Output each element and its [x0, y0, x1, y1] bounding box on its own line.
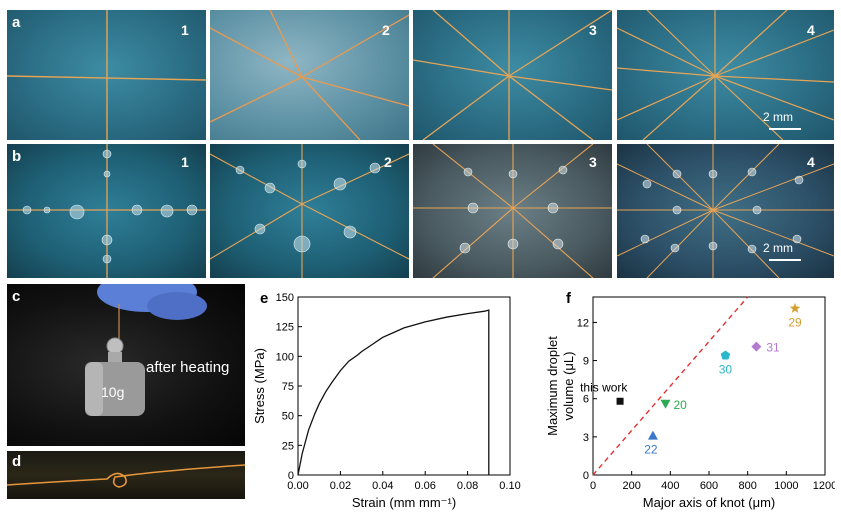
- x-tick-label: 0.08: [457, 480, 478, 492]
- panel-a4: 4 2 mm: [617, 10, 834, 140]
- y-axis-label-line1: Maximum droplet: [545, 336, 560, 436]
- y-tick-label: 12: [577, 317, 589, 329]
- scale-bar-b: [769, 259, 801, 261]
- weight-illustration: [85, 284, 207, 416]
- point-label: 30: [719, 362, 733, 376]
- y-tick-label: 0: [583, 470, 589, 482]
- x-tick-label: 200: [622, 480, 640, 492]
- point-label: 29: [788, 315, 802, 329]
- droplet-star-b2: [210, 144, 409, 278]
- x-tick-label: 0.02: [330, 480, 351, 492]
- panel-a2-number: 2: [382, 22, 390, 38]
- droplet-cross-b1: [7, 144, 206, 278]
- droplet-star-b3: [413, 144, 612, 278]
- knot-illustration: [7, 464, 245, 488]
- panel-b3: 3: [413, 144, 612, 278]
- x-tick-label: 1000: [774, 480, 798, 492]
- panel-b-label: b: [12, 148, 22, 165]
- panel-a3: 3: [413, 10, 612, 140]
- x-tick-label: 0.06: [414, 480, 435, 492]
- stress-strain-chart: 0.00 0.02 0.04 0.06 0.08 0.10 0 25 50 75 100 125 150…: [252, 292, 521, 510]
- y-tick-label: 0: [288, 470, 294, 482]
- panel-a1: a 1: [7, 10, 206, 140]
- fiber-star-a2: [210, 10, 409, 140]
- y-tick-label: 150: [276, 292, 294, 304]
- reference-dashed-line: [592, 296, 749, 476]
- panel-d: d: [7, 451, 245, 499]
- y-tick-label: 125: [276, 322, 294, 334]
- droplet-volume-chart: 0 200 400 600 800 1000 1200 0 3 6 9 12 this work 22 20…: [545, 296, 835, 510]
- panel-d-label: d: [12, 453, 22, 470]
- y-tick-label: 100: [276, 351, 294, 363]
- panel-b3-number: 3: [589, 154, 597, 170]
- fiber-cross-a1: [7, 10, 206, 140]
- panel-b1: b 1: [7, 144, 206, 278]
- y-tick-label: 3: [583, 432, 589, 444]
- panel-a-label: a: [12, 14, 21, 31]
- scale-bar-a-label: 2 mm: [763, 110, 793, 124]
- y-tick-label: 6: [583, 394, 589, 406]
- droplet-star-b4: [617, 144, 834, 278]
- point-label: 22: [644, 443, 658, 457]
- x-tick-label: 0: [590, 480, 596, 492]
- after-heating-caption: after heating: [146, 359, 230, 376]
- marker-30: [720, 350, 731, 360]
- x-tick-label: 400: [661, 480, 679, 492]
- marker-this-work: [616, 397, 624, 405]
- panel-c-label: c: [12, 288, 21, 305]
- point-label: 31: [766, 341, 780, 355]
- y-axis-label-line2: volume (μL): [561, 352, 576, 421]
- scale-bar-b-label: 2 mm: [763, 241, 793, 255]
- x-tick-label: 800: [738, 480, 756, 492]
- panel-b4: 4 2 mm: [617, 144, 834, 278]
- stress-strain-line: [297, 309, 490, 476]
- point-label: 20: [674, 398, 688, 412]
- panel-b2: 2: [210, 144, 409, 278]
- marker-22: [647, 430, 658, 440]
- weight-label: 10g: [101, 384, 125, 400]
- y-tick-label: 9: [583, 356, 589, 368]
- marker-31: [751, 341, 762, 352]
- panel-e-label: e: [260, 290, 269, 307]
- fiber-star-a4: [617, 10, 834, 140]
- panel-c: c 10g after heating: [7, 284, 245, 446]
- point-label: this work: [580, 380, 628, 394]
- panel-b1-number: 1: [181, 154, 189, 170]
- y-tick-label: 75: [282, 381, 294, 393]
- panel-a1-number: 1: [181, 22, 189, 38]
- marker-20: [660, 399, 671, 409]
- panel-a3-number: 3: [589, 22, 597, 38]
- x-tick-label: 0.10: [499, 480, 520, 492]
- y-axis-label: Stress (MPa): [252, 348, 267, 424]
- x-tick-label: 600: [700, 480, 718, 492]
- marker-29: [789, 302, 801, 313]
- y-tick-label: 50: [282, 411, 294, 423]
- panel-a2: 2: [210, 10, 409, 140]
- panel-b4-number: 4: [807, 154, 815, 170]
- panel-a4-number: 4: [807, 22, 815, 38]
- panel-b2-number: 2: [384, 154, 392, 170]
- panel-f-label: f: [566, 290, 571, 307]
- x-tick-label: 0.04: [372, 480, 393, 492]
- x-tick-label: 0.00: [287, 480, 308, 492]
- y-tick-label: 25: [282, 440, 294, 452]
- x-tick-label: 1200: [813, 480, 835, 492]
- scale-bar-a: [769, 128, 801, 130]
- fiber-star-a3: [413, 10, 612, 140]
- x-axis-label: Major axis of knot (μm): [643, 495, 775, 510]
- x-axis-label: Strain (mm mm⁻¹): [352, 495, 456, 510]
